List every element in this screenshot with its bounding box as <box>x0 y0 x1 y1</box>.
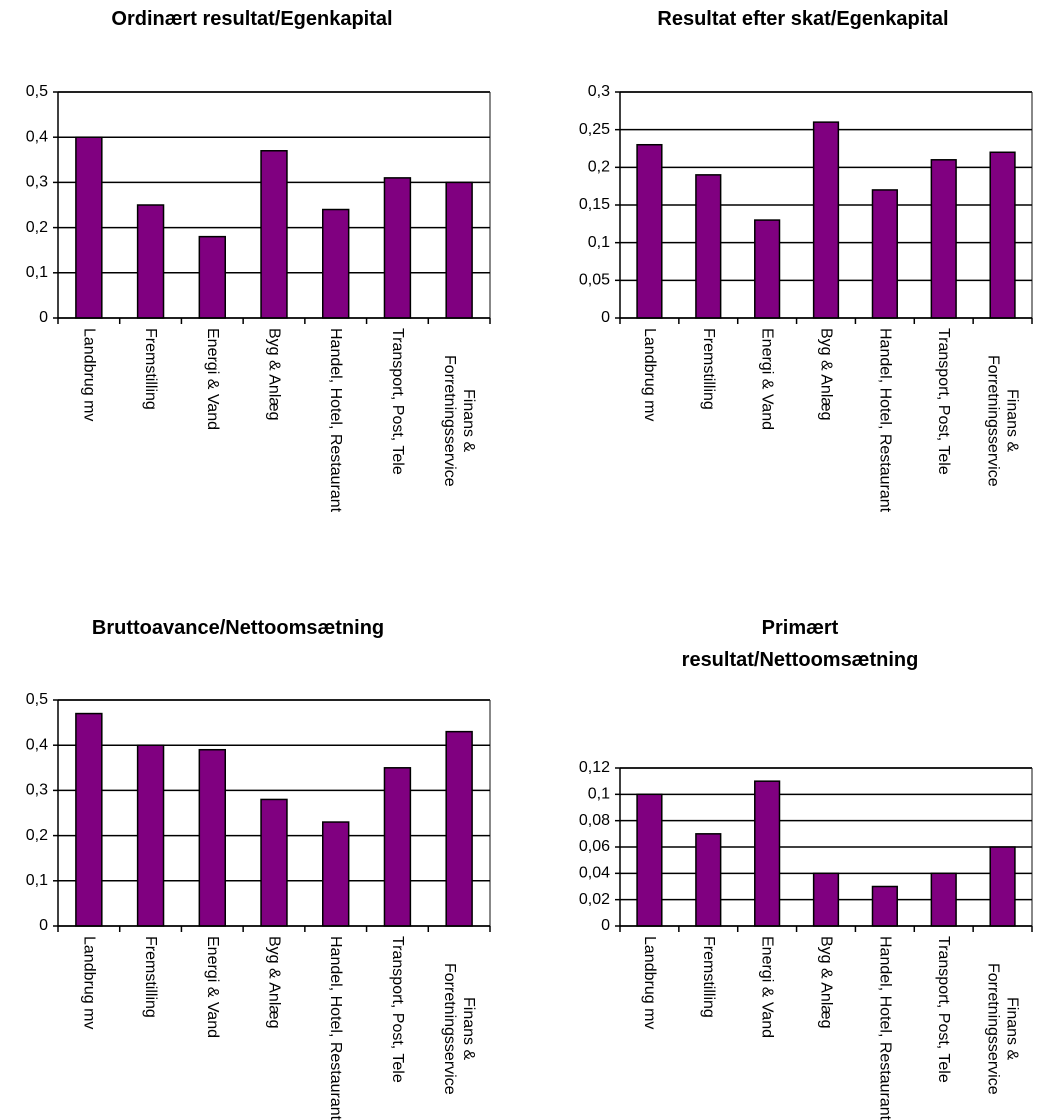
x-tick-label: Finans & Forretningsservice <box>441 962 478 1095</box>
bar <box>754 219 781 319</box>
y-tick-label: 0,1 <box>26 264 48 281</box>
bar <box>636 143 663 319</box>
bar <box>383 767 412 927</box>
bar <box>989 846 1016 927</box>
chart-title: Bruttoavance/Nettoomsætning <box>91 617 385 639</box>
y-tick-label: 0,12 <box>579 759 610 776</box>
y-tick-label: 0,2 <box>588 159 610 176</box>
x-tick-label: Transport, Post, Tele <box>935 328 953 475</box>
chart-title: Resultat efter skat/Egenkapital <box>657 8 949 30</box>
y-tick-label: 0 <box>601 309 610 326</box>
x-tick-label: Transport, Post, Tele <box>388 936 406 1083</box>
bar <box>445 730 473 927</box>
y-tick-label: 0,06 <box>579 838 610 855</box>
chart-title: Primært resultat/Nettoomsætning <box>681 617 919 671</box>
bar <box>136 744 165 927</box>
bar <box>198 748 226 927</box>
y-tick-label: 0,4 <box>26 128 48 145</box>
y-tick-label: 0,2 <box>26 827 48 844</box>
x-tick-label: Energi & Vand <box>758 328 776 430</box>
y-tick-label: 0,02 <box>579 891 610 908</box>
x-tick-label: Byg & Anlæg <box>265 328 283 421</box>
x-tick-label: Landbrug mv <box>640 936 658 1030</box>
y-tick-label: 0,1 <box>588 234 610 251</box>
x-tick-label: Finans & Forretningsservice <box>984 354 1021 487</box>
chart-title: Ordinært resultat/Egenkapital <box>111 8 393 30</box>
x-tick-label: Handel, Hotel, Restaurant <box>327 328 345 513</box>
x-tick-label: Fremstilling <box>142 328 160 410</box>
bar <box>989 151 1016 319</box>
y-tick-label: 0,2 <box>26 219 48 236</box>
x-tick-label: Energi & Vand <box>758 936 776 1038</box>
bar <box>260 798 288 927</box>
y-tick-label: 0,04 <box>579 865 610 882</box>
y-tick-label: 0,05 <box>579 272 610 289</box>
y-tick-label: 0,08 <box>579 812 610 829</box>
y-tick-label: 0,1 <box>26 872 48 889</box>
y-tick-label: 0,15 <box>579 196 610 213</box>
bar <box>75 712 103 927</box>
bar <box>75 136 103 319</box>
bar <box>812 872 840 927</box>
x-tick-label: Byg & Anlæg <box>817 328 835 421</box>
y-tick-label: 0,3 <box>26 174 48 191</box>
y-tick-label: 0,3 <box>588 83 610 100</box>
bar <box>930 872 957 927</box>
y-tick-label: 0,25 <box>579 121 610 138</box>
bar <box>695 833 722 927</box>
bar <box>930 159 957 319</box>
bar <box>636 793 663 927</box>
x-tick-label: Landbrug mv <box>80 328 98 422</box>
x-tick-label: Byg & Anlæg <box>817 936 835 1029</box>
y-tick-label: 0 <box>601 917 610 934</box>
y-tick-label: 0,4 <box>26 736 48 753</box>
bar <box>322 208 350 319</box>
y-tick-label: 0,5 <box>26 691 48 708</box>
bar <box>695 174 722 319</box>
bar <box>871 189 898 319</box>
x-tick-label: Fremstilling <box>699 328 717 410</box>
x-tick-label: Finans & Forretningsservice <box>984 962 1021 1095</box>
bar <box>322 821 350 927</box>
x-tick-label: Transport, Post, Tele <box>935 936 953 1083</box>
bar <box>871 885 898 927</box>
bar <box>136 204 165 319</box>
bar <box>260 150 288 319</box>
bar <box>754 780 781 927</box>
bar <box>198 235 226 319</box>
x-tick-label: Landbrug mv <box>640 328 658 422</box>
x-tick-label: Energi & Vand <box>203 936 221 1038</box>
x-tick-label: Transport, Post, Tele <box>388 328 406 475</box>
bar <box>383 177 412 319</box>
x-tick-label: Handel, Hotel, Restaurant <box>327 936 345 1120</box>
x-tick-label: Handel, Hotel, Restaurant <box>876 328 894 513</box>
x-tick-label: Landbrug mv <box>80 936 98 1030</box>
x-tick-label: Fremstilling <box>699 936 717 1018</box>
y-tick-label: 0 <box>39 309 48 326</box>
y-tick-label: 0 <box>39 917 48 934</box>
x-tick-label: Finans & Forretningsservice <box>441 354 478 487</box>
y-tick-label: 0,3 <box>26 782 48 799</box>
x-tick-label: Handel, Hotel, Restaurant <box>876 936 894 1120</box>
x-tick-label: Byg & Anlæg <box>265 936 283 1029</box>
y-tick-label: 0,5 <box>26 83 48 100</box>
x-tick-label: Energi & Vand <box>203 328 221 430</box>
bar <box>445 181 473 319</box>
bar <box>812 121 840 319</box>
x-tick-label: Fremstilling <box>142 936 160 1018</box>
y-tick-label: 0,1 <box>588 786 610 803</box>
